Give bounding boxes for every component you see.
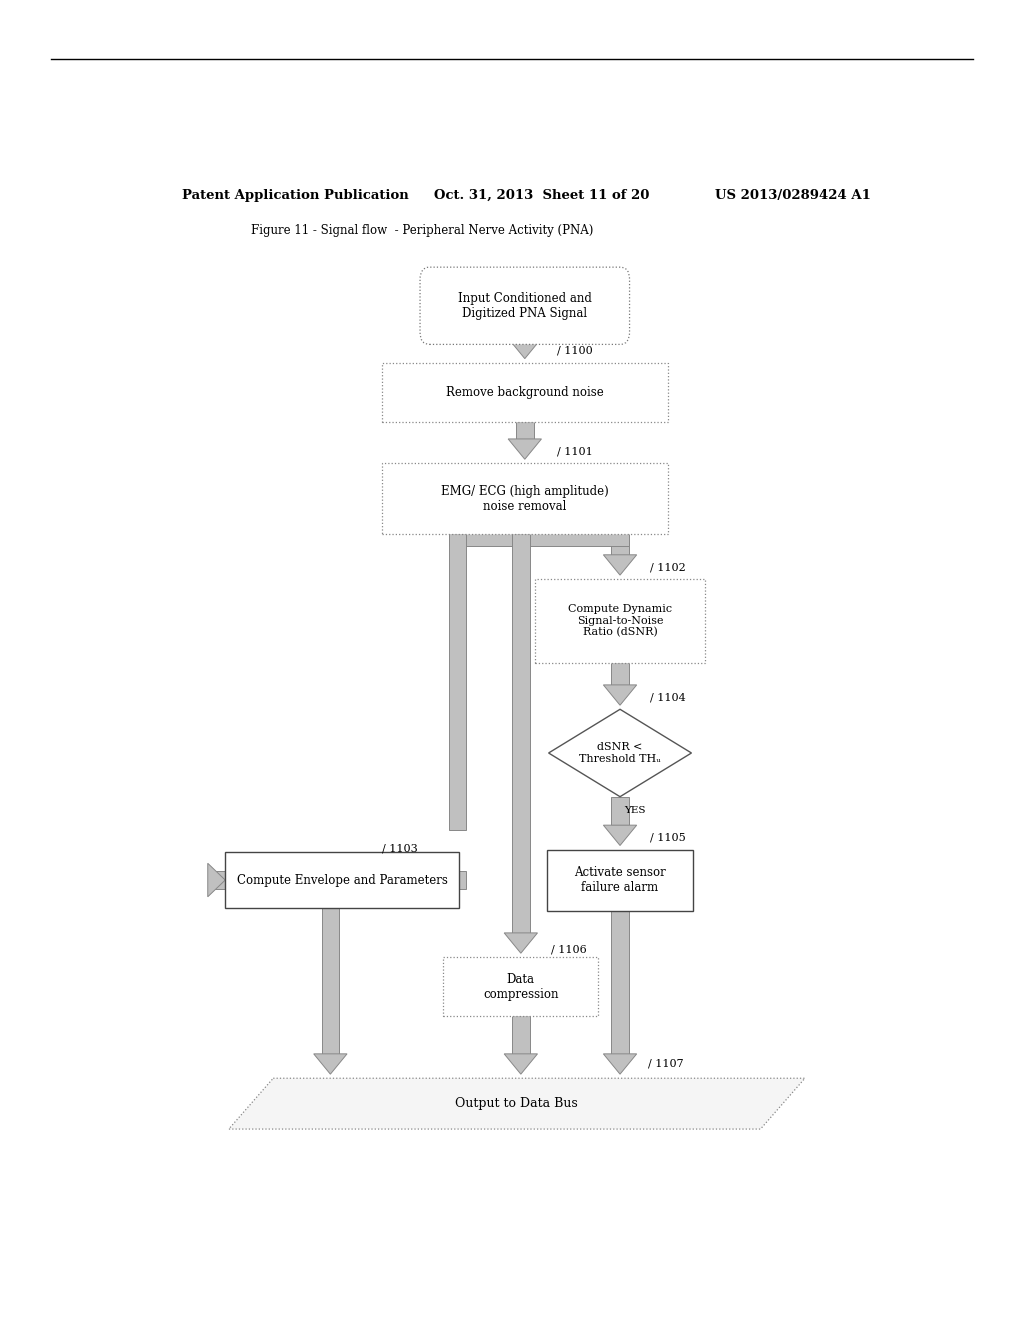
Bar bbox=[547, 850, 693, 911]
Polygon shape bbox=[504, 1053, 538, 1074]
Polygon shape bbox=[508, 440, 542, 459]
Text: / 1104: / 1104 bbox=[650, 692, 686, 702]
Text: EMG/ ECG (high amplitude)
noise removal: EMG/ ECG (high amplitude) noise removal bbox=[441, 484, 608, 513]
Polygon shape bbox=[208, 863, 225, 896]
Bar bbox=[382, 363, 668, 421]
Bar bbox=[516, 333, 534, 338]
Polygon shape bbox=[504, 933, 538, 953]
Text: / 1107: / 1107 bbox=[648, 1059, 683, 1068]
Text: Figure 11 - Signal flow  - Peripheral Nerve Activity (PNA): Figure 11 - Signal flow - Peripheral Ner… bbox=[251, 224, 593, 238]
Polygon shape bbox=[603, 554, 637, 576]
Text: YES: YES bbox=[624, 807, 645, 814]
Text: Patent Application Publication: Patent Application Publication bbox=[182, 189, 409, 202]
Text: Oct. 31, 2013  Sheet 11 of 20: Oct. 31, 2013 Sheet 11 of 20 bbox=[433, 189, 649, 202]
Bar bbox=[449, 535, 466, 830]
Text: / 1102: / 1102 bbox=[650, 562, 686, 572]
Bar bbox=[382, 463, 668, 535]
Polygon shape bbox=[603, 825, 637, 846]
Bar bbox=[611, 663, 629, 685]
Polygon shape bbox=[549, 709, 691, 797]
Bar bbox=[611, 797, 629, 825]
Text: / 1106: / 1106 bbox=[551, 944, 587, 954]
Bar bbox=[535, 579, 706, 663]
Text: US 2013/0289424 A1: US 2013/0289424 A1 bbox=[715, 189, 871, 202]
Text: Data
compression: Data compression bbox=[483, 973, 558, 1001]
Polygon shape bbox=[603, 685, 637, 705]
Text: / 1101: / 1101 bbox=[557, 446, 592, 457]
Text: / 1103: / 1103 bbox=[382, 843, 418, 854]
Text: Output to Data Bus: Output to Data Bus bbox=[456, 1097, 579, 1110]
Bar bbox=[443, 957, 598, 1016]
Text: / 1105: / 1105 bbox=[650, 833, 686, 842]
Polygon shape bbox=[508, 338, 542, 359]
Bar bbox=[322, 908, 339, 1053]
Bar bbox=[208, 871, 466, 890]
Bar bbox=[512, 535, 529, 933]
Polygon shape bbox=[603, 1053, 637, 1074]
Bar bbox=[512, 1016, 529, 1053]
Bar bbox=[516, 421, 534, 440]
Text: Remove background noise: Remove background noise bbox=[445, 385, 604, 399]
Polygon shape bbox=[313, 1053, 347, 1074]
Text: Compute Dynamic
Signal-to-Noise
Ratio (dSNR): Compute Dynamic Signal-to-Noise Ratio (d… bbox=[568, 605, 672, 638]
Text: dSNR <
Threshold THᵤ: dSNR < Threshold THᵤ bbox=[580, 742, 660, 764]
Text: / 1100: / 1100 bbox=[557, 346, 592, 355]
FancyBboxPatch shape bbox=[420, 267, 630, 345]
Bar bbox=[611, 535, 629, 554]
Bar bbox=[225, 853, 460, 908]
Bar bbox=[611, 911, 629, 1053]
Text: Activate sensor
failure alarm: Activate sensor failure alarm bbox=[574, 866, 666, 894]
Polygon shape bbox=[228, 1078, 805, 1129]
Text: Input Conditioned and
Digitized PNA Signal: Input Conditioned and Digitized PNA Sign… bbox=[458, 292, 592, 319]
Text: Compute Envelope and Parameters: Compute Envelope and Parameters bbox=[237, 874, 447, 887]
Bar bbox=[449, 523, 629, 545]
